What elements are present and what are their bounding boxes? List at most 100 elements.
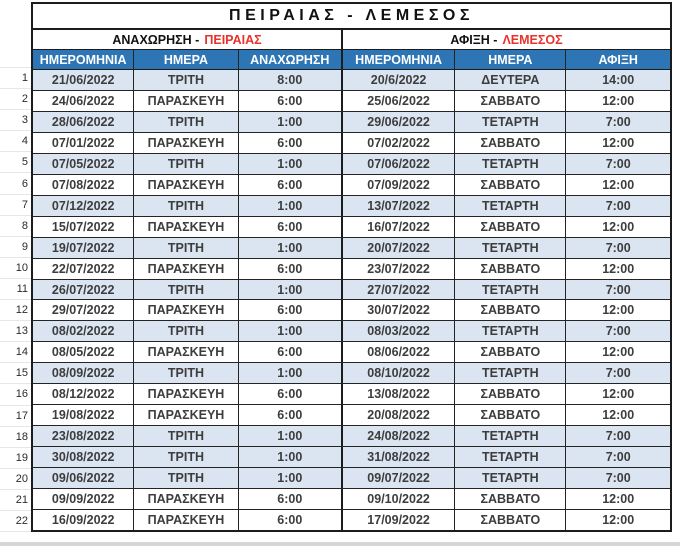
departure-time-cell: 6:00: [237, 342, 341, 363]
arrival-date-cell: 31/08/2022: [340, 447, 454, 468]
arrival-date-cell: 20/6/2022: [340, 70, 454, 90]
departure-day-cell: ΤΡΙΤΗ: [133, 363, 237, 384]
arrival-day-cell: ΣΑΒΒΑΤΟ: [454, 384, 565, 405]
arrival-day-cell: ΤΕΤΑΡΤΗ: [454, 447, 565, 468]
arrival-day-cell: ΣΑΒΒΑΤΟ: [454, 405, 565, 426]
column-header-departure-date: ΗΜΕΡΟΜΗΝΙΑ: [39, 52, 127, 67]
row-number: 9: [0, 237, 31, 258]
row-number: 21: [0, 490, 31, 511]
departure-time-cell: 6:00: [237, 132, 341, 153]
departure-day-cell: ΤΡΙΤΗ: [133, 468, 237, 489]
arrival-time-cell: 12:00: [565, 300, 669, 321]
arrival-date-cell: 20/07/2022: [340, 237, 454, 258]
arrival-day-cell: ΣΑΒΒΑΤΟ: [454, 489, 565, 510]
arrival-day-cell: ΤΕΤΑΡΤΗ: [454, 321, 565, 342]
row-number: 22: [0, 511, 31, 533]
table-row: 28/06/2022 ΤΡΙΤΗ 1:00 29/06/2022 ΤΕΤΑΡΤΗ 7:00: [33, 111, 670, 133]
row-number: 19: [0, 448, 31, 469]
arrival-time-cell: 7:00: [565, 111, 669, 132]
table-row: 24/06/2022 ΠΑΡΑΣΚΕΥΗ 6:00 25/06/2022 ΣΑΒΒΑΤΟ…: [33, 90, 670, 112]
section-header-row: ΑΝΑΧΩΡΗΣΗ - ΠΕΙΡΑΙΑΣ ΑΦΙΞΗ - ΛΕΜΕΣΟΣ: [33, 30, 670, 50]
row-number: 15: [0, 363, 31, 385]
column-header-departure-time: ΑΝΑΧΩΡΗΣΗ: [237, 50, 341, 69]
arrival-time-cell: 7:00: [565, 363, 669, 384]
arrival-date-cell: 25/06/2022: [340, 90, 454, 111]
arrival-date-cell: 13/08/2022: [340, 384, 454, 405]
row-number: 12: [0, 300, 31, 322]
row-number: 20: [0, 469, 31, 490]
column-header-departure-day: ΗΜΕΡΑ: [133, 50, 237, 69]
arrival-date-cell: 08/03/2022: [340, 321, 454, 342]
departure-day-cell: ΠΑΡΑΣΚΕΥΗ: [133, 489, 237, 510]
arrival-time-cell: 7:00: [565, 447, 669, 468]
column-header-arrival-day: ΗΜΕΡΑ: [454, 50, 565, 69]
arrival-day-cell: ΣΑΒΒΑΤΟ: [454, 174, 565, 195]
section-arrival-limassol: ΑΦΙΞΗ - ΛΕΜΕΣΟΣ: [340, 30, 670, 49]
departure-day-cell: ΠΑΡΑΣΚΕΥΗ: [133, 174, 237, 195]
table-row: 09/06/2022 ΤΡΙΤΗ 1:00 09/07/2022 ΤΕΤΑΡΤΗ 7:00: [33, 468, 670, 490]
column-header-arrival-date: ΗΜΕΡΟΜΗΝΙΑ: [340, 50, 454, 69]
departure-day-cell: ΠΑΡΑΣΚΕΥΗ: [133, 384, 237, 405]
arrival-time-cell: 7:00: [565, 468, 669, 489]
table-row: 08/12/2022 ΠΑΡΑΣΚΕΥΗ 6:00 13/08/2022 ΣΑΒΒΑΤΟ…: [33, 384, 670, 406]
departure-day-cell: ΠΑΡΑΣΚΕΥΗ: [133, 216, 237, 237]
arrival-date-cell: 17/09/2022: [340, 510, 454, 530]
arrival-date-cell: 20/08/2022: [340, 405, 454, 426]
column-header-row: ΗΜΕΡΟΜΗΝΙΑ ΗΜΕΡΑ ΑΝΑΧΩΡΗΣΗ ΗΜΕΡΟΜΗΝΙΑ ΗΜ…: [33, 50, 670, 70]
arrival-time-cell: 12:00: [565, 216, 669, 237]
arrival-time-cell: 12:00: [565, 132, 669, 153]
departure-time-cell: 1:00: [237, 237, 341, 258]
arrival-day-cell: ΤΕΤΑΡΤΗ: [454, 363, 565, 384]
row-number-gutter: 1 2 3 4 5 6 7 8 9 10 11 12 13 14 15 16 17 18 19 20 21 22: [0, 2, 31, 533]
row-number: 18: [0, 427, 31, 448]
arrival-day-cell: ΔΕΥΤΕΡΑ: [454, 70, 565, 90]
arrival-date-cell: 13/07/2022: [340, 195, 454, 216]
arrival-day-cell: ΣΑΒΒΑΤΟ: [454, 300, 565, 321]
arrival-time-cell: 7:00: [565, 426, 669, 447]
arrival-date-cell: 08/06/2022: [340, 342, 454, 363]
arrival-time-cell: 14:00: [565, 70, 669, 90]
departure-time-cell: 1:00: [237, 363, 341, 384]
arrival-date-cell: 29/06/2022: [340, 111, 454, 132]
ferry-schedule-table: ΠΕΙΡΑΙΑΣ - ΛΕΜΕΣΟΣ ΑΝΑΧΩΡΗΣΗ - ΠΕΙΡΑΙΑΣ …: [31, 2, 672, 532]
column-header-arrival-time: ΑΦΙΞΗ: [565, 50, 669, 69]
row-number: 5: [0, 152, 31, 174]
departure-date-cell: 09/09/2022: [51, 492, 115, 507]
row-number: 8: [0, 216, 31, 237]
departure-day-cell: ΤΡΙΤΗ: [133, 426, 237, 447]
arrival-section-label: ΑΦΙΞΗ -: [450, 32, 498, 47]
departure-time-cell: 8:00: [237, 70, 341, 90]
row-number: 1: [0, 68, 31, 90]
table-row: 16/09/2022 ΠΑΡΑΣΚΕΥΗ 6:00 17/09/2022 ΣΑΒΒΑΤΟ…: [33, 510, 670, 530]
table-row: 08/02/2022 ΤΡΙΤΗ 1:00 08/03/2022 ΤΕΤΑΡΤΗ 7:00: [33, 321, 670, 343]
departure-day-cell: ΤΡΙΤΗ: [133, 153, 237, 174]
arrival-date-cell: 09/10/2022: [340, 489, 454, 510]
departure-day-cell: ΤΡΙΤΗ: [133, 321, 237, 342]
arrival-date-cell: 08/10/2022: [340, 363, 454, 384]
arrival-date-cell: 24/08/2022: [340, 426, 454, 447]
departure-day-cell: ΠΑΡΑΣΚΕΥΗ: [133, 258, 237, 279]
arrival-day-cell: ΤΕΤΑΡΤΗ: [454, 468, 565, 489]
table-row: 21/06/2022 ΤΡΙΤΗ 8:00 20/6/2022 ΔΕΥΤΕΡΑ 14:00: [33, 70, 670, 91]
gutter-header-spacer: [0, 2, 31, 68]
table-row: 19/07/2022 ΤΡΙΤΗ 1:00 20/07/2022 ΤΕΤΑΡΤΗ 7:00: [33, 237, 670, 259]
departure-time-cell: 6:00: [237, 384, 341, 405]
departure-day-cell: ΠΑΡΑΣΚΕΥΗ: [133, 300, 237, 321]
departure-place-label: ΠΕΙΡΑΙΑΣ: [204, 32, 262, 47]
departure-date-cell: 08/05/2022: [51, 345, 115, 360]
table-row: 09/09/2022 ΠΑΡΑΣΚΕΥΗ 6:00 09/10/2022 ΣΑΒΒΑΤΟ…: [33, 489, 670, 511]
departure-day-cell: ΠΑΡΑΣΚΕΥΗ: [133, 342, 237, 363]
departure-day-cell: ΠΑΡΑΣΚΕΥΗ: [133, 132, 237, 153]
arrival-day-cell: ΣΑΒΒΑΤΟ: [454, 342, 565, 363]
arrival-date-cell: 09/07/2022: [340, 468, 454, 489]
arrival-day-cell: ΤΕΤΑΡΤΗ: [454, 153, 565, 174]
arrival-place-label: ΛΕΜΕΣΟΣ: [502, 32, 563, 47]
departure-time-cell: 6:00: [237, 90, 341, 111]
arrival-time-cell: 12:00: [565, 258, 669, 279]
departure-day-cell: ΤΡΙΤΗ: [133, 237, 237, 258]
arrival-time-cell: 7:00: [565, 195, 669, 216]
departure-date-cell: 22/07/2022: [51, 261, 115, 276]
departure-section-label: ΑΝΑΧΩΡΗΣΗ -: [112, 32, 200, 47]
arrival-time-cell: 12:00: [565, 90, 669, 111]
departure-date-cell: 07/05/2022: [51, 156, 115, 171]
